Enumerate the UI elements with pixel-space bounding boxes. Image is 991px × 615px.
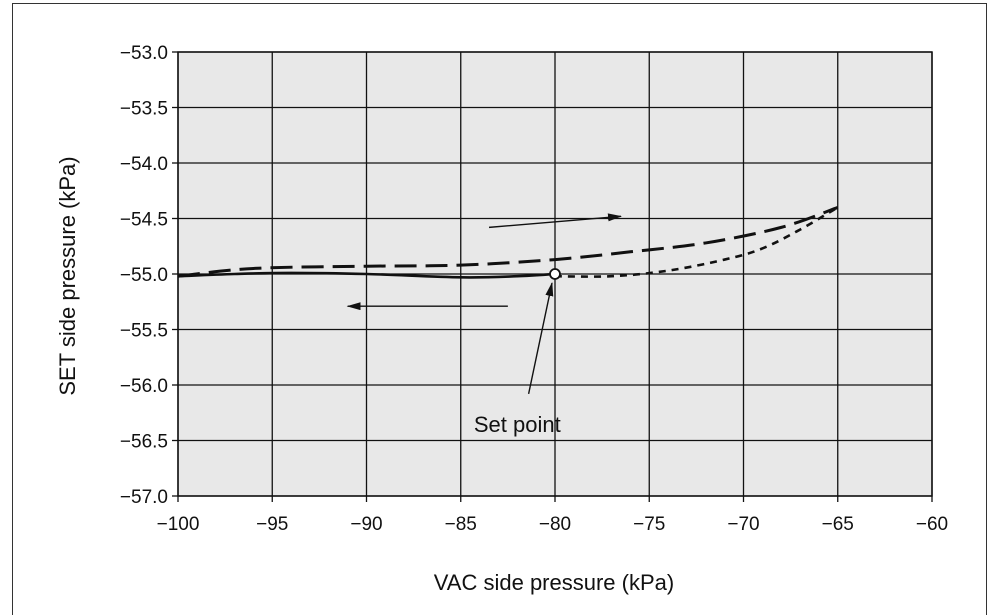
arrow-right xyxy=(488,213,622,229)
x-tick-labels: −100 −95 −90 −85 −80 −75 −70 −65 −60 xyxy=(157,496,948,535)
y-axis-title: SET side pressure (kPa) xyxy=(55,156,80,395)
direction-arrows xyxy=(346,213,622,311)
x-tick-label: −80 xyxy=(539,514,571,535)
set-point-annotation: Set point xyxy=(474,268,561,437)
set-point-label: Set point xyxy=(474,412,561,437)
y-tick-label: −56.0 xyxy=(120,376,168,397)
set-point-marker xyxy=(549,268,561,280)
y-tick-label: −53.0 xyxy=(120,43,168,64)
y-tick-label: −55.5 xyxy=(120,321,168,342)
x-tick-label: −65 xyxy=(822,514,854,535)
series-line-solid xyxy=(177,271,556,279)
x-tick-label: −60 xyxy=(916,514,948,535)
y-tick-label: −53.5 xyxy=(120,99,168,120)
y-tick-label: −57.0 xyxy=(120,487,168,508)
x-tick-label: −95 xyxy=(256,514,288,535)
y-tick-labels: −53.0 −53.5 −54.0 −54.5 −55.0 −55.5 −56.0 −56.5… xyxy=(120,43,178,508)
x-axis-title: VAC side pressure (kPa) xyxy=(434,570,674,595)
figure-frame xyxy=(12,3,987,615)
y-tick-label: −56.5 xyxy=(120,432,168,453)
x-tick-label: −75 xyxy=(633,514,665,535)
x-tick-label: −70 xyxy=(727,514,759,535)
x-tick-label: −100 xyxy=(157,514,200,535)
series-line-dotted xyxy=(554,206,839,278)
y-tick-label: −54.0 xyxy=(120,154,168,175)
x-tick-label: −85 xyxy=(445,514,477,535)
series-line-dashed xyxy=(177,205,839,278)
y-tick-label: −54.5 xyxy=(120,210,168,231)
set-point-pointer xyxy=(527,282,554,395)
y-tick-label: −55.0 xyxy=(120,265,168,286)
x-tick-label: −90 xyxy=(350,514,382,535)
series-group xyxy=(177,205,839,279)
